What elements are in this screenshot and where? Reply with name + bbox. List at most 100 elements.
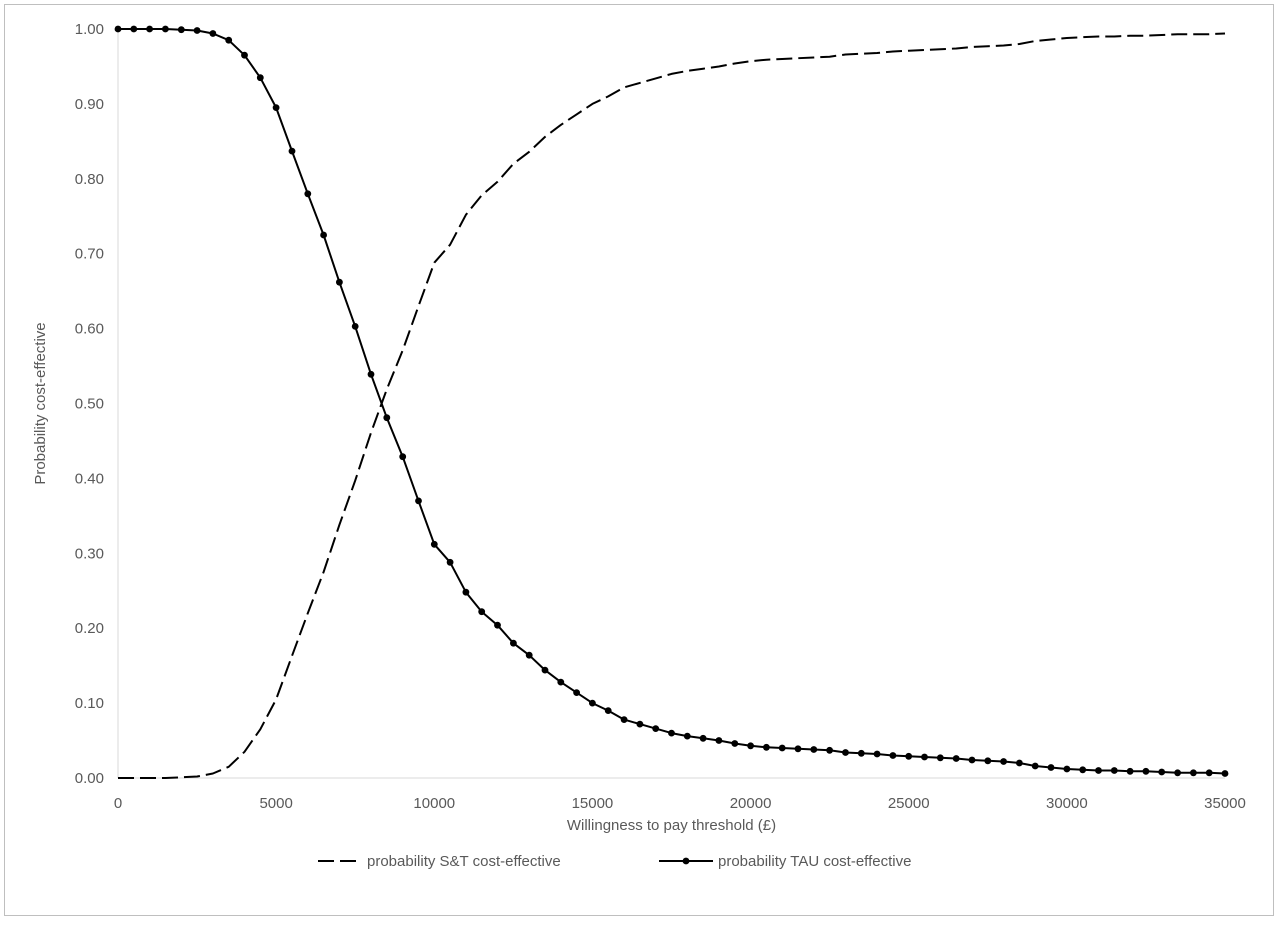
series-2-point (652, 725, 660, 732)
series-2-point (462, 588, 470, 596)
y-tick-label: 0.30 (75, 545, 104, 562)
legend: probability S&T cost-effective probabilit… (318, 853, 911, 870)
series-2-point (557, 678, 565, 686)
series-2-point (668, 729, 675, 737)
series-2-point (510, 639, 517, 647)
series-2-point (842, 749, 849, 756)
series-line-1 (118, 32, 1226, 779)
chart: 0.00 0.10 0.20 0.30 0.40 0.50 0.60 0.70 0.80 0.90… (32, 21, 1246, 870)
series-2-point (256, 74, 264, 82)
series-2-point (336, 278, 343, 286)
series-2-point (1205, 769, 1213, 777)
series-2-point (873, 750, 881, 758)
series-2-point (525, 651, 533, 659)
series-2-point (620, 716, 628, 723)
series-2-point (241, 51, 248, 59)
series-2-point (1110, 767, 1118, 774)
series-2-point (162, 25, 169, 33)
series-2-point (604, 707, 612, 714)
series-2-point (715, 737, 723, 744)
legend-marker-2 (682, 857, 690, 865)
series-2-point (778, 744, 786, 752)
series-2-point (272, 104, 280, 111)
series-2-point (1174, 769, 1181, 777)
series-2-point (478, 608, 486, 616)
series-2-point (304, 190, 312, 198)
series-2-point (699, 734, 707, 742)
x-axis-title: Willingness to pay threshold (£) (567, 817, 776, 834)
series-2-point (1016, 759, 1023, 767)
series-2-point (857, 749, 865, 757)
series-2-point (763, 743, 770, 751)
series-2-point (826, 746, 833, 754)
series-2-point (573, 689, 580, 696)
series-2-point (1000, 758, 1007, 765)
series-2-point (446, 558, 454, 566)
x-tick-label: 15000 (572, 795, 614, 812)
y-axis-ticks: 0.00 0.10 0.20 0.30 0.40 0.50 0.60 0.70 0.80 0.90… (75, 21, 104, 787)
series-2-point (367, 370, 375, 378)
y-axis-title: Probability cost-effective (32, 322, 49, 484)
series-2-point (794, 745, 802, 753)
y-tick-label: 0.40 (75, 470, 104, 487)
series-2-point (683, 732, 691, 740)
series-2-point (984, 757, 992, 765)
x-tick-label: 20000 (730, 795, 772, 812)
x-tick-label: 30000 (1046, 795, 1088, 812)
y-tick-label: 0.80 (75, 171, 104, 188)
series-2-point (383, 414, 391, 422)
series-2-point (494, 621, 501, 629)
series-2-point (952, 755, 960, 762)
series-2-point (351, 323, 359, 330)
series-2-point (399, 453, 407, 461)
series-2-point (130, 25, 138, 33)
series-2-point (810, 746, 818, 753)
series-layer (114, 25, 1229, 779)
series-2-point (177, 26, 185, 34)
y-tick-label: 0.20 (75, 620, 104, 637)
y-tick-label: 0.50 (75, 396, 104, 413)
series-2-point (1063, 765, 1071, 773)
series-2-point (1142, 767, 1150, 775)
series-2-point (1158, 768, 1166, 776)
series-2-point (193, 27, 201, 34)
series-2-point (1221, 770, 1229, 777)
series-2-point (225, 36, 233, 44)
series-2-point (731, 740, 739, 747)
series-2-point (1079, 766, 1087, 774)
y-tick-label: 0.70 (75, 246, 104, 263)
series-2-point (636, 720, 644, 728)
series-2-point (747, 742, 754, 750)
y-tick-label: 0.10 (75, 695, 104, 712)
series-2-point (146, 25, 154, 33)
series-2-point (541, 666, 549, 674)
y-tick-label: 0.60 (75, 321, 104, 338)
y-tick-label: 1.00 (75, 21, 104, 38)
series-2-point (1047, 764, 1055, 771)
series-2-point (430, 540, 438, 548)
series-2-point (415, 497, 422, 505)
series-2-point (936, 754, 944, 762)
series-2-point (1126, 767, 1134, 775)
legend-label-2: probability TAU cost-effective (718, 853, 911, 870)
x-tick-label: 5000 (259, 795, 292, 812)
series-2-point (114, 25, 122, 33)
series-2-point (1190, 769, 1197, 777)
y-tick-label: 0.00 (75, 770, 104, 787)
x-tick-label: 10000 (413, 795, 455, 812)
series-2-point (288, 147, 296, 155)
legend-label-1: probability S&T cost-effective (367, 853, 561, 870)
series-2-point (209, 30, 217, 37)
series-line-2 (118, 28, 1226, 775)
x-axis-ticks: 0 5000 10000 15000 20000 25000 30000 35000 (114, 795, 1246, 812)
series-2-point (889, 752, 897, 759)
chart-frame: 0.00 0.10 0.20 0.30 0.40 0.50 0.60 0.70 0.80 0.90… (4, 4, 1274, 916)
x-tick-label: 0 (114, 795, 122, 812)
series-2-point (1095, 767, 1102, 774)
series-2-point (589, 699, 596, 707)
series-2-point (1031, 762, 1039, 770)
series-2-point (320, 231, 327, 239)
y-tick-label: 0.90 (75, 96, 104, 113)
x-tick-label: 35000 (1204, 795, 1246, 812)
series-2-point (968, 756, 976, 764)
